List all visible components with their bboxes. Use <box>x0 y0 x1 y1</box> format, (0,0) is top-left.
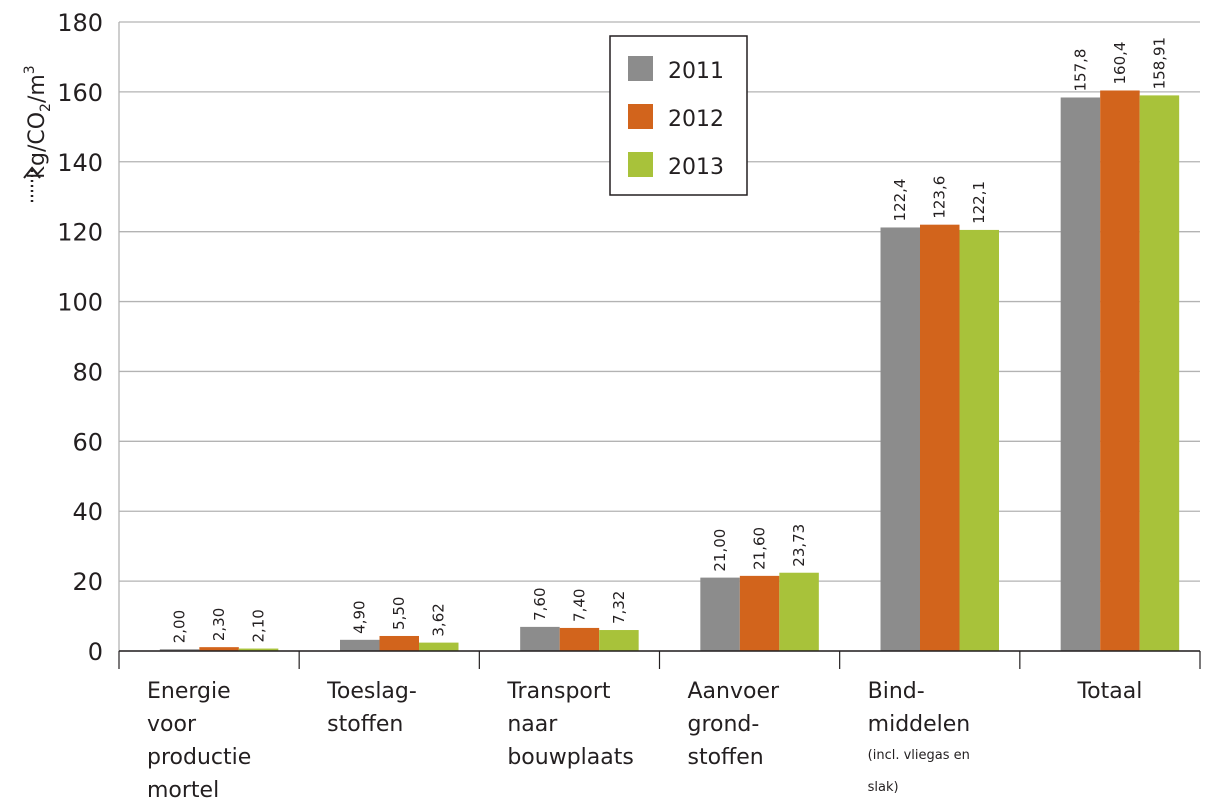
category-label: Toeslag- <box>326 679 417 704</box>
legend: 2011 2012 2013 <box>609 35 748 196</box>
legend-label-2012: 2012 <box>668 107 724 132</box>
legend-label-2011: 2011 <box>668 59 724 84</box>
data-label: 2,10 <box>250 609 268 642</box>
data-label: 2,30 <box>210 608 228 641</box>
category-note: slak) <box>868 780 899 795</box>
bar-2013 <box>419 642 459 651</box>
legend-swatch-2011 <box>628 56 653 81</box>
y-axis-title: kg/CO2/m3 <box>22 65 54 178</box>
data-label: 122,4 <box>891 179 909 222</box>
data-label: 7,60 <box>531 587 549 620</box>
y-tick-label: 20 <box>72 568 103 596</box>
bar-2013 <box>238 648 279 651</box>
legend-swatch-2012 <box>628 104 653 129</box>
category-label: naar <box>507 712 558 737</box>
bar-2011 <box>700 577 740 651</box>
x-axis <box>118 650 1201 669</box>
data-label: 122,1 <box>970 181 988 224</box>
y-axis-label: kg/CO2/m3 <box>22 65 54 178</box>
y-axis-unit-suffix: /m <box>25 74 50 103</box>
bar-2012 <box>559 627 600 651</box>
category-label: productie <box>147 745 251 770</box>
data-label: 123,6 <box>931 176 949 219</box>
category-label: middelen <box>868 712 971 737</box>
bar-2012 <box>920 224 960 651</box>
category-label: Transport <box>506 679 611 704</box>
bar-2013 <box>959 229 999 652</box>
y-tick-label: 40 <box>72 498 103 526</box>
bars <box>159 90 1180 652</box>
bar-2011 <box>340 639 380 651</box>
bar-2013 <box>599 630 639 651</box>
y-tick-label: 180 <box>57 9 103 37</box>
y-axis-arrow-icon <box>23 166 41 202</box>
category-label: Totaal <box>1076 679 1142 704</box>
category-label: Energie <box>147 679 231 704</box>
y-tick-label: 80 <box>72 358 103 386</box>
y-tick-label: 100 <box>57 289 103 317</box>
category-label: voor <box>147 712 197 737</box>
data-label: 3,62 <box>430 603 448 636</box>
bar-2011 <box>880 227 920 651</box>
data-label: 4,90 <box>351 600 369 633</box>
category-label: bouwplaats <box>507 745 634 770</box>
y-axis-ticks: 0 20 40 60 80 100 120 140 160 180 <box>57 9 103 666</box>
data-label: 160,4 <box>1111 42 1129 85</box>
category-labels: Energie voor productie mortel Toeslag-stoffe… <box>147 679 1142 803</box>
bar-2012 <box>379 635 419 651</box>
legend-label-2013: 2013 <box>668 155 724 180</box>
data-label: 2,00 <box>171 610 189 643</box>
category-label: mortel <box>147 778 219 803</box>
data-label: 7,32 <box>610 591 628 624</box>
y-tick-label: 160 <box>57 79 103 107</box>
category-note: (incl. vliegas en <box>868 748 970 763</box>
data-label: 21,00 <box>711 529 729 572</box>
bar-2013 <box>1139 95 1180 652</box>
category-label: grond- <box>688 712 760 737</box>
y-axis-unit-subscript: 2 <box>38 103 54 112</box>
data-label: 21,60 <box>751 527 769 570</box>
bar-2012 <box>199 647 239 651</box>
bar-2013 <box>779 572 819 651</box>
category-label: Bind- <box>868 679 925 704</box>
y-axis-unit-superscript: 3 <box>22 65 38 74</box>
category-label: stoffen <box>688 745 764 770</box>
y-tick-label: 120 <box>57 219 103 247</box>
data-labels: 2,00 2,30 2,10 4,90 5,50 3,62 7,60 7,40 7,32 21,0… <box>171 37 1169 643</box>
data-label: 157,8 <box>1071 49 1089 92</box>
data-label: 158,91 <box>1150 37 1168 90</box>
legend-swatch-2013 <box>628 152 653 177</box>
bar-2012 <box>739 575 780 651</box>
bar-2011 <box>1060 97 1101 652</box>
data-label: 7,40 <box>570 589 588 622</box>
bar-2012 <box>1100 90 1140 652</box>
y-tick-label: 0 <box>88 638 103 666</box>
data-label: 5,50 <box>390 597 408 630</box>
bar-2011 <box>520 626 560 651</box>
category-label: stoffen <box>327 712 403 737</box>
category-label: Aanvoer <box>688 679 780 704</box>
bar-2011 <box>159 649 200 651</box>
y-tick-label: 60 <box>72 428 103 456</box>
y-axis-unit-prefix: kg/CO <box>25 112 50 179</box>
data-label: 23,73 <box>790 524 808 567</box>
y-tick-label: 140 <box>57 149 103 177</box>
